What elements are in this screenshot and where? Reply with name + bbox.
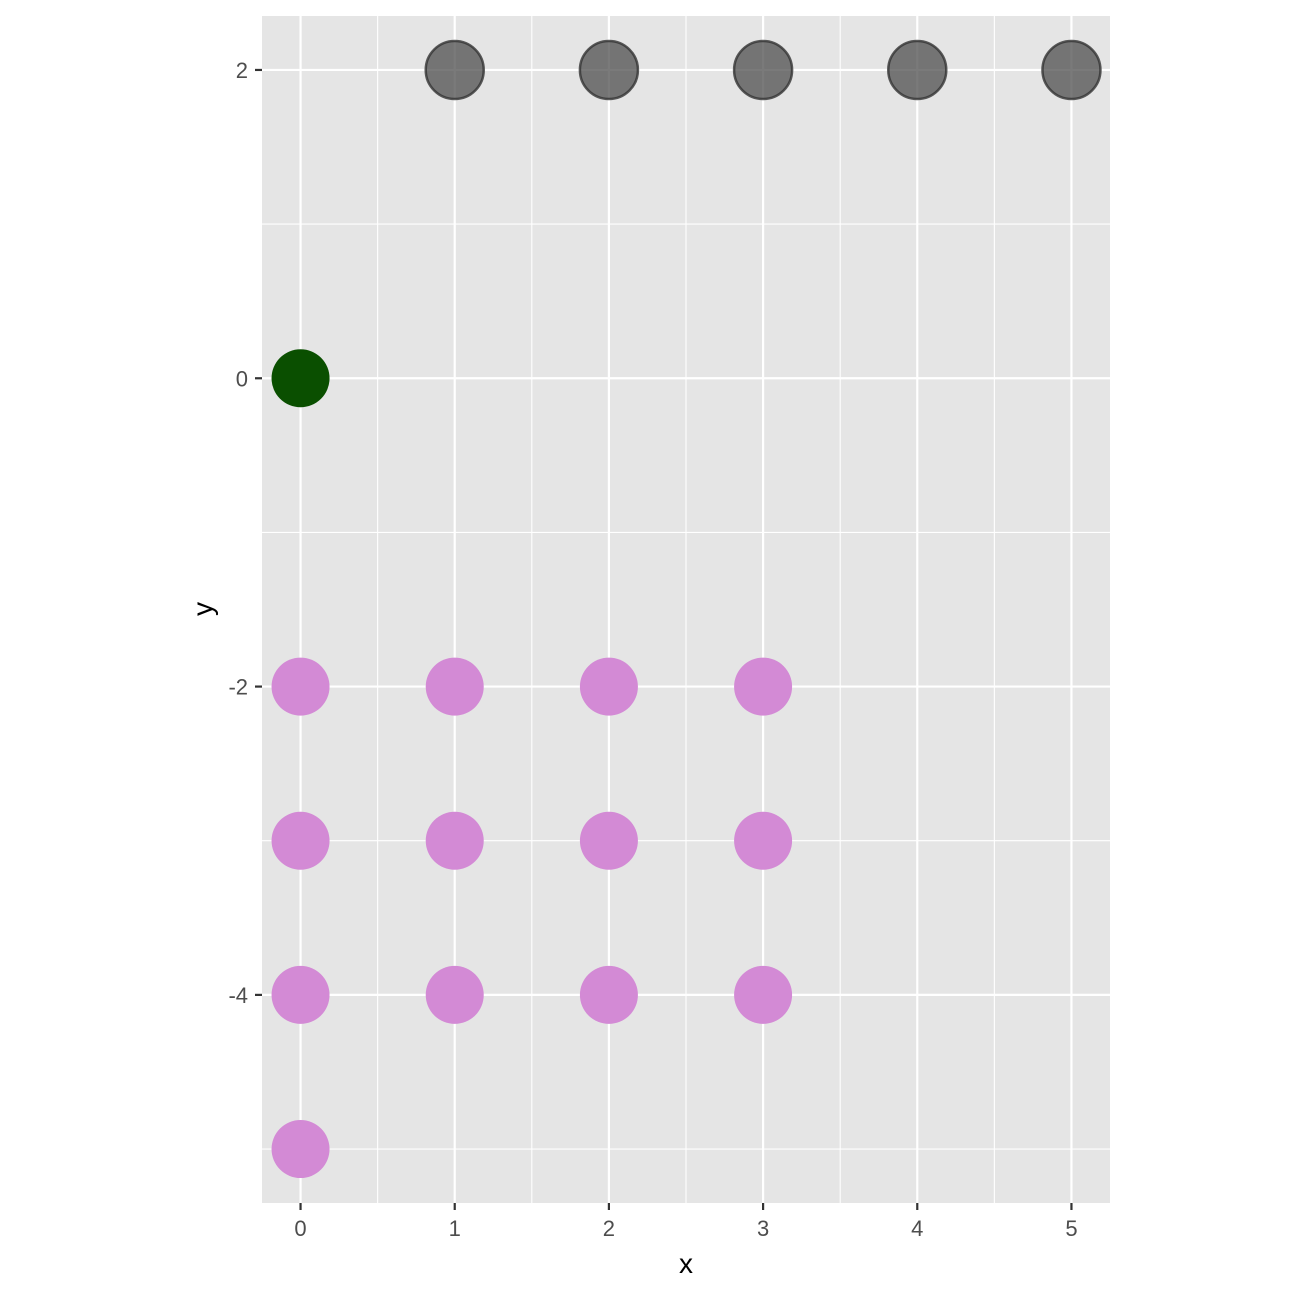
- data-point: [579, 657, 638, 716]
- x-tick-label: 1: [449, 1216, 461, 1241]
- data-point: [734, 657, 793, 716]
- data-point: [578, 39, 640, 101]
- data-point: [579, 965, 638, 1024]
- data-point: [271, 657, 330, 716]
- data-point: [579, 811, 638, 870]
- data-point: [425, 657, 484, 716]
- data-point: [425, 811, 484, 870]
- data-point: [424, 39, 485, 101]
- y-axis-title: y: [187, 602, 218, 616]
- x-tick-label: 4: [911, 1216, 923, 1241]
- data-point: [887, 39, 948, 101]
- x-tick-label: 0: [294, 1216, 306, 1241]
- x-tick-label: 5: [1065, 1216, 1077, 1241]
- x-tick-label: 2: [603, 1216, 615, 1241]
- data-point: [734, 965, 793, 1024]
- data-point: [734, 811, 793, 870]
- data-point: [271, 811, 330, 870]
- data-point: [732, 39, 794, 101]
- y-tick-label: 2: [236, 58, 248, 83]
- data-point: [271, 965, 330, 1024]
- x-axis-title: x: [679, 1248, 693, 1279]
- data-point: [271, 1120, 330, 1179]
- y-tick-label: 0: [236, 366, 248, 391]
- y-tick-label: -2: [228, 675, 248, 700]
- data-point: [271, 349, 330, 408]
- x-tick-label: 3: [757, 1216, 769, 1241]
- data-point: [1041, 39, 1102, 101]
- data-point: [425, 965, 484, 1024]
- y-tick-label: -4: [228, 983, 248, 1008]
